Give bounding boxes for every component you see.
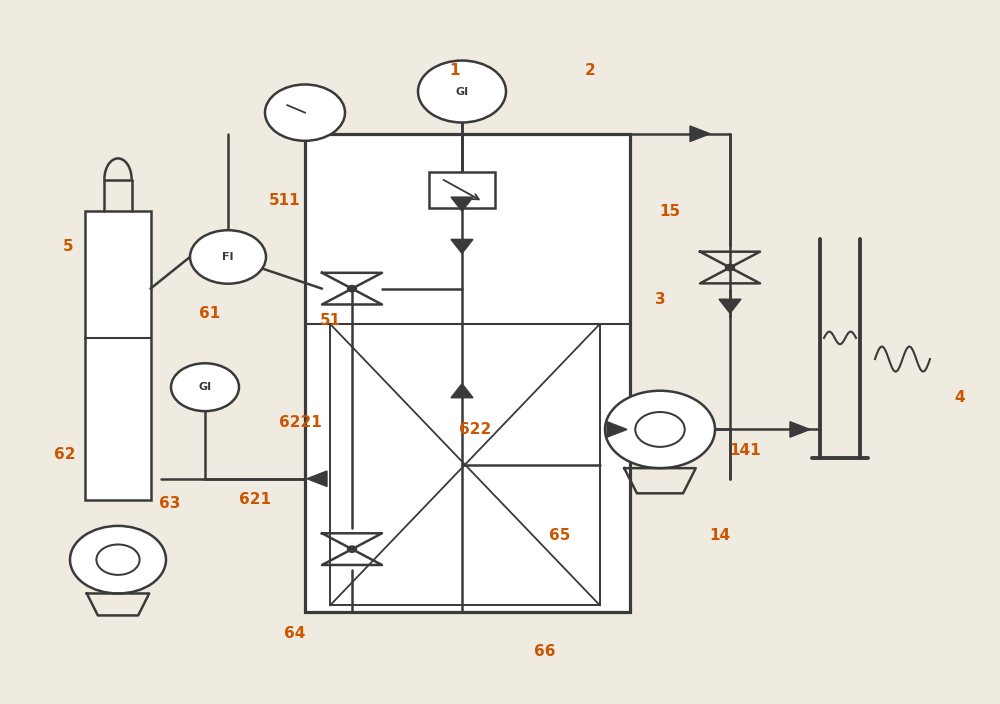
Circle shape bbox=[96, 544, 140, 575]
Text: 61: 61 bbox=[199, 306, 221, 321]
Text: 141: 141 bbox=[729, 443, 761, 458]
Polygon shape bbox=[451, 384, 473, 398]
Text: 622: 622 bbox=[459, 422, 491, 437]
Circle shape bbox=[171, 363, 239, 411]
Text: 15: 15 bbox=[659, 203, 681, 219]
Polygon shape bbox=[719, 299, 741, 313]
Circle shape bbox=[70, 526, 166, 593]
Bar bbox=[305, 134, 630, 612]
Circle shape bbox=[418, 61, 506, 122]
Polygon shape bbox=[607, 422, 627, 437]
Circle shape bbox=[190, 230, 266, 284]
Text: 6221: 6221 bbox=[279, 415, 321, 430]
Circle shape bbox=[348, 286, 356, 292]
Circle shape bbox=[726, 264, 734, 270]
Polygon shape bbox=[690, 126, 710, 142]
Bar bbox=[85, 211, 150, 500]
Text: 64: 64 bbox=[284, 626, 306, 641]
Polygon shape bbox=[790, 422, 810, 437]
Text: 5: 5 bbox=[63, 239, 73, 254]
Text: 621: 621 bbox=[239, 492, 271, 508]
Text: 65: 65 bbox=[549, 527, 571, 543]
Circle shape bbox=[635, 412, 685, 447]
Text: 14: 14 bbox=[709, 527, 731, 543]
Text: 4: 4 bbox=[955, 390, 965, 406]
Text: 1: 1 bbox=[450, 63, 460, 78]
Bar bbox=[330, 324, 600, 605]
Polygon shape bbox=[451, 197, 473, 211]
Circle shape bbox=[348, 546, 356, 552]
Polygon shape bbox=[307, 471, 327, 486]
Text: 511: 511 bbox=[269, 193, 301, 208]
Polygon shape bbox=[451, 239, 473, 253]
Text: GI: GI bbox=[455, 87, 469, 96]
Bar bbox=[429, 172, 495, 208]
Text: GI: GI bbox=[198, 382, 212, 392]
Text: 2: 2 bbox=[585, 63, 595, 78]
Circle shape bbox=[265, 84, 345, 141]
Text: 62: 62 bbox=[54, 446, 76, 462]
Text: 51: 51 bbox=[319, 313, 341, 328]
Text: 3: 3 bbox=[655, 291, 665, 307]
Text: FI: FI bbox=[222, 252, 234, 262]
Text: 66: 66 bbox=[534, 643, 556, 659]
Circle shape bbox=[605, 391, 715, 468]
Text: 63: 63 bbox=[159, 496, 181, 511]
